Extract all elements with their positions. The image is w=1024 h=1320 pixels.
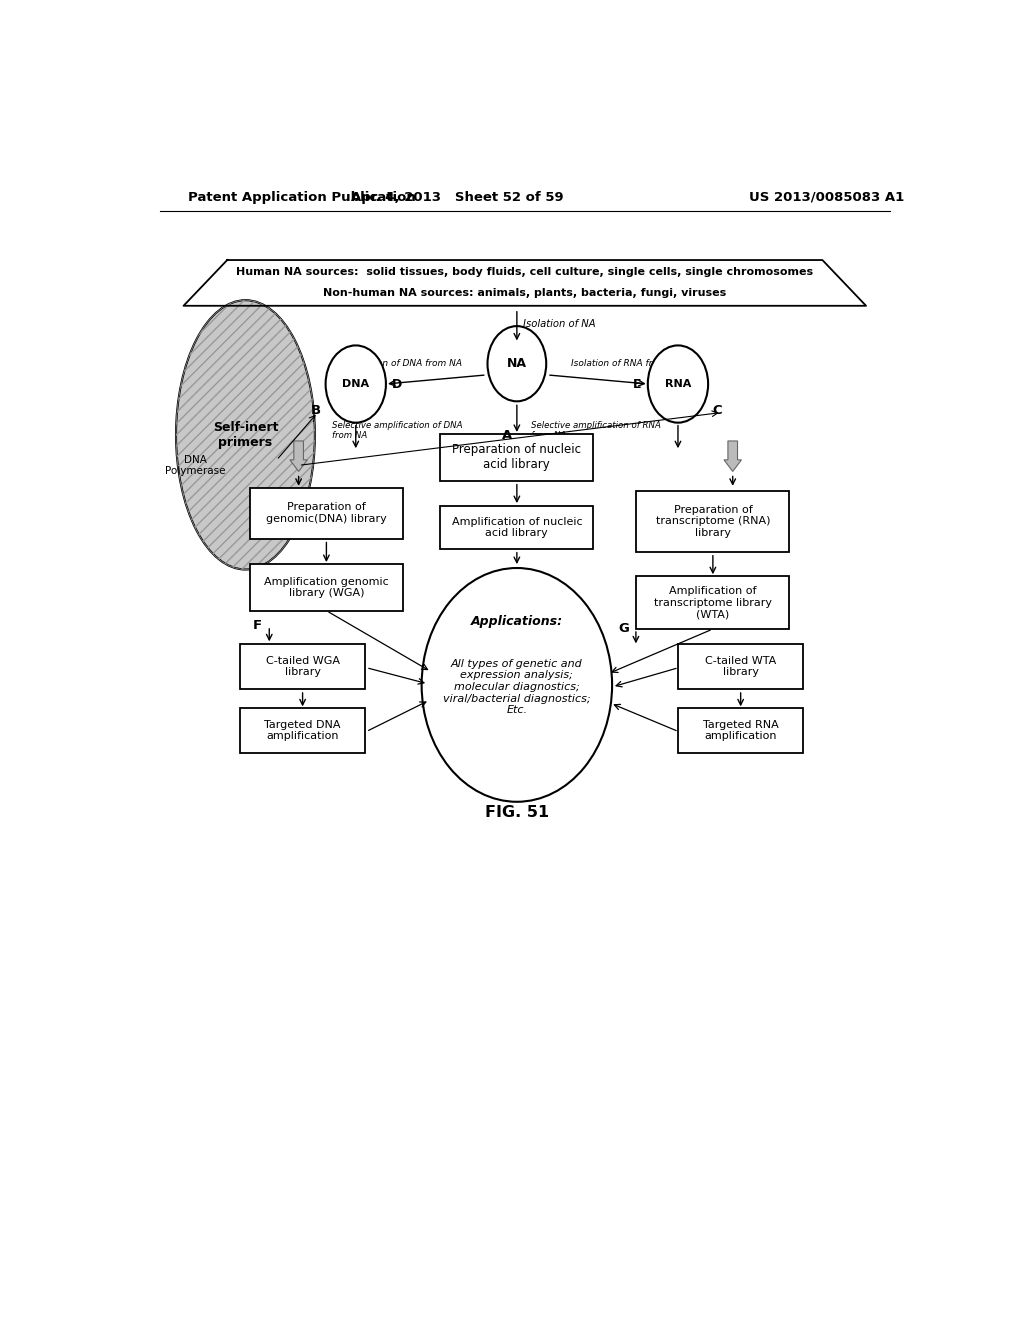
Text: RNA: RNA xyxy=(665,379,691,389)
Bar xyxy=(241,709,365,752)
Text: Apr. 4, 2013   Sheet 52 of 59: Apr. 4, 2013 Sheet 52 of 59 xyxy=(351,190,563,203)
Ellipse shape xyxy=(422,568,612,801)
Text: Selective amplification of DNA
from NA: Selective amplification of DNA from NA xyxy=(332,421,463,440)
Text: Preparation of
transcriptome (RNA)
library: Preparation of transcriptome (RNA) libra… xyxy=(655,504,770,537)
Text: Preparation of
genomic(DNA) library: Preparation of genomic(DNA) library xyxy=(266,503,387,524)
Bar xyxy=(678,644,803,689)
Bar xyxy=(636,491,790,552)
Text: F: F xyxy=(253,619,262,632)
Text: Preparation of nucleic
acid library: Preparation of nucleic acid library xyxy=(453,444,582,471)
Text: Applications:: Applications: xyxy=(471,615,563,628)
Text: All types of genetic and
expression analysis;
molecular diagnostics;
viral/bacte: All types of genetic and expression anal… xyxy=(443,659,591,715)
Text: Amplification of
transcriptome library
(WTA): Amplification of transcriptome library (… xyxy=(654,586,772,619)
Bar xyxy=(241,644,365,689)
Ellipse shape xyxy=(176,300,315,569)
Text: NA: NA xyxy=(507,358,527,370)
Text: Self-inert
primers: Self-inert primers xyxy=(213,421,279,449)
Text: US 2013/0085083 A1: US 2013/0085083 A1 xyxy=(749,190,904,203)
Bar xyxy=(440,434,594,480)
Text: Isolation of RNA from NA: Isolation of RNA from NA xyxy=(570,359,682,368)
Text: Non-human NA sources: animals, plants, bacteria, fungi, viruses: Non-human NA sources: animals, plants, b… xyxy=(324,288,726,297)
Text: Patent Application Publication: Patent Application Publication xyxy=(187,190,416,203)
Text: DNA
Polymerase: DNA Polymerase xyxy=(165,454,225,477)
Text: DNA: DNA xyxy=(342,379,370,389)
Bar xyxy=(250,487,403,539)
Text: Selective amplification of RNA
from NA: Selective amplification of RNA from NA xyxy=(531,421,662,440)
Text: Human NA sources:  solid tissues, body fluids, cell culture, single cells, singl: Human NA sources: solid tissues, body fl… xyxy=(237,267,813,277)
Text: FIG. 51: FIG. 51 xyxy=(484,805,549,821)
Circle shape xyxy=(487,326,546,401)
Text: C: C xyxy=(713,404,723,417)
Text: C-tailed WTA
library: C-tailed WTA library xyxy=(706,656,776,677)
Text: E: E xyxy=(633,378,641,391)
Bar xyxy=(250,564,403,611)
Text: B: B xyxy=(311,404,322,417)
Text: Targeted RNA
amplification: Targeted RNA amplification xyxy=(702,719,778,742)
Bar xyxy=(440,506,594,549)
Text: G: G xyxy=(618,623,630,635)
FancyArrow shape xyxy=(724,441,741,471)
Bar xyxy=(636,576,790,630)
Text: Isolation of NA: Isolation of NA xyxy=(523,319,596,329)
Text: A: A xyxy=(502,429,512,442)
Text: Amplification genomic
library (WGA): Amplification genomic library (WGA) xyxy=(264,577,389,598)
FancyArrow shape xyxy=(290,441,307,471)
Circle shape xyxy=(648,346,709,422)
Text: Isolation of DNA from NA: Isolation of DNA from NA xyxy=(350,359,462,368)
Circle shape xyxy=(326,346,386,422)
Text: Amplification of nucleic
acid library: Amplification of nucleic acid library xyxy=(452,516,583,539)
Text: D: D xyxy=(392,378,402,391)
Text: Targeted DNA
amplification: Targeted DNA amplification xyxy=(264,719,341,742)
Bar xyxy=(678,709,803,752)
Text: C-tailed WGA
library: C-tailed WGA library xyxy=(265,656,340,677)
